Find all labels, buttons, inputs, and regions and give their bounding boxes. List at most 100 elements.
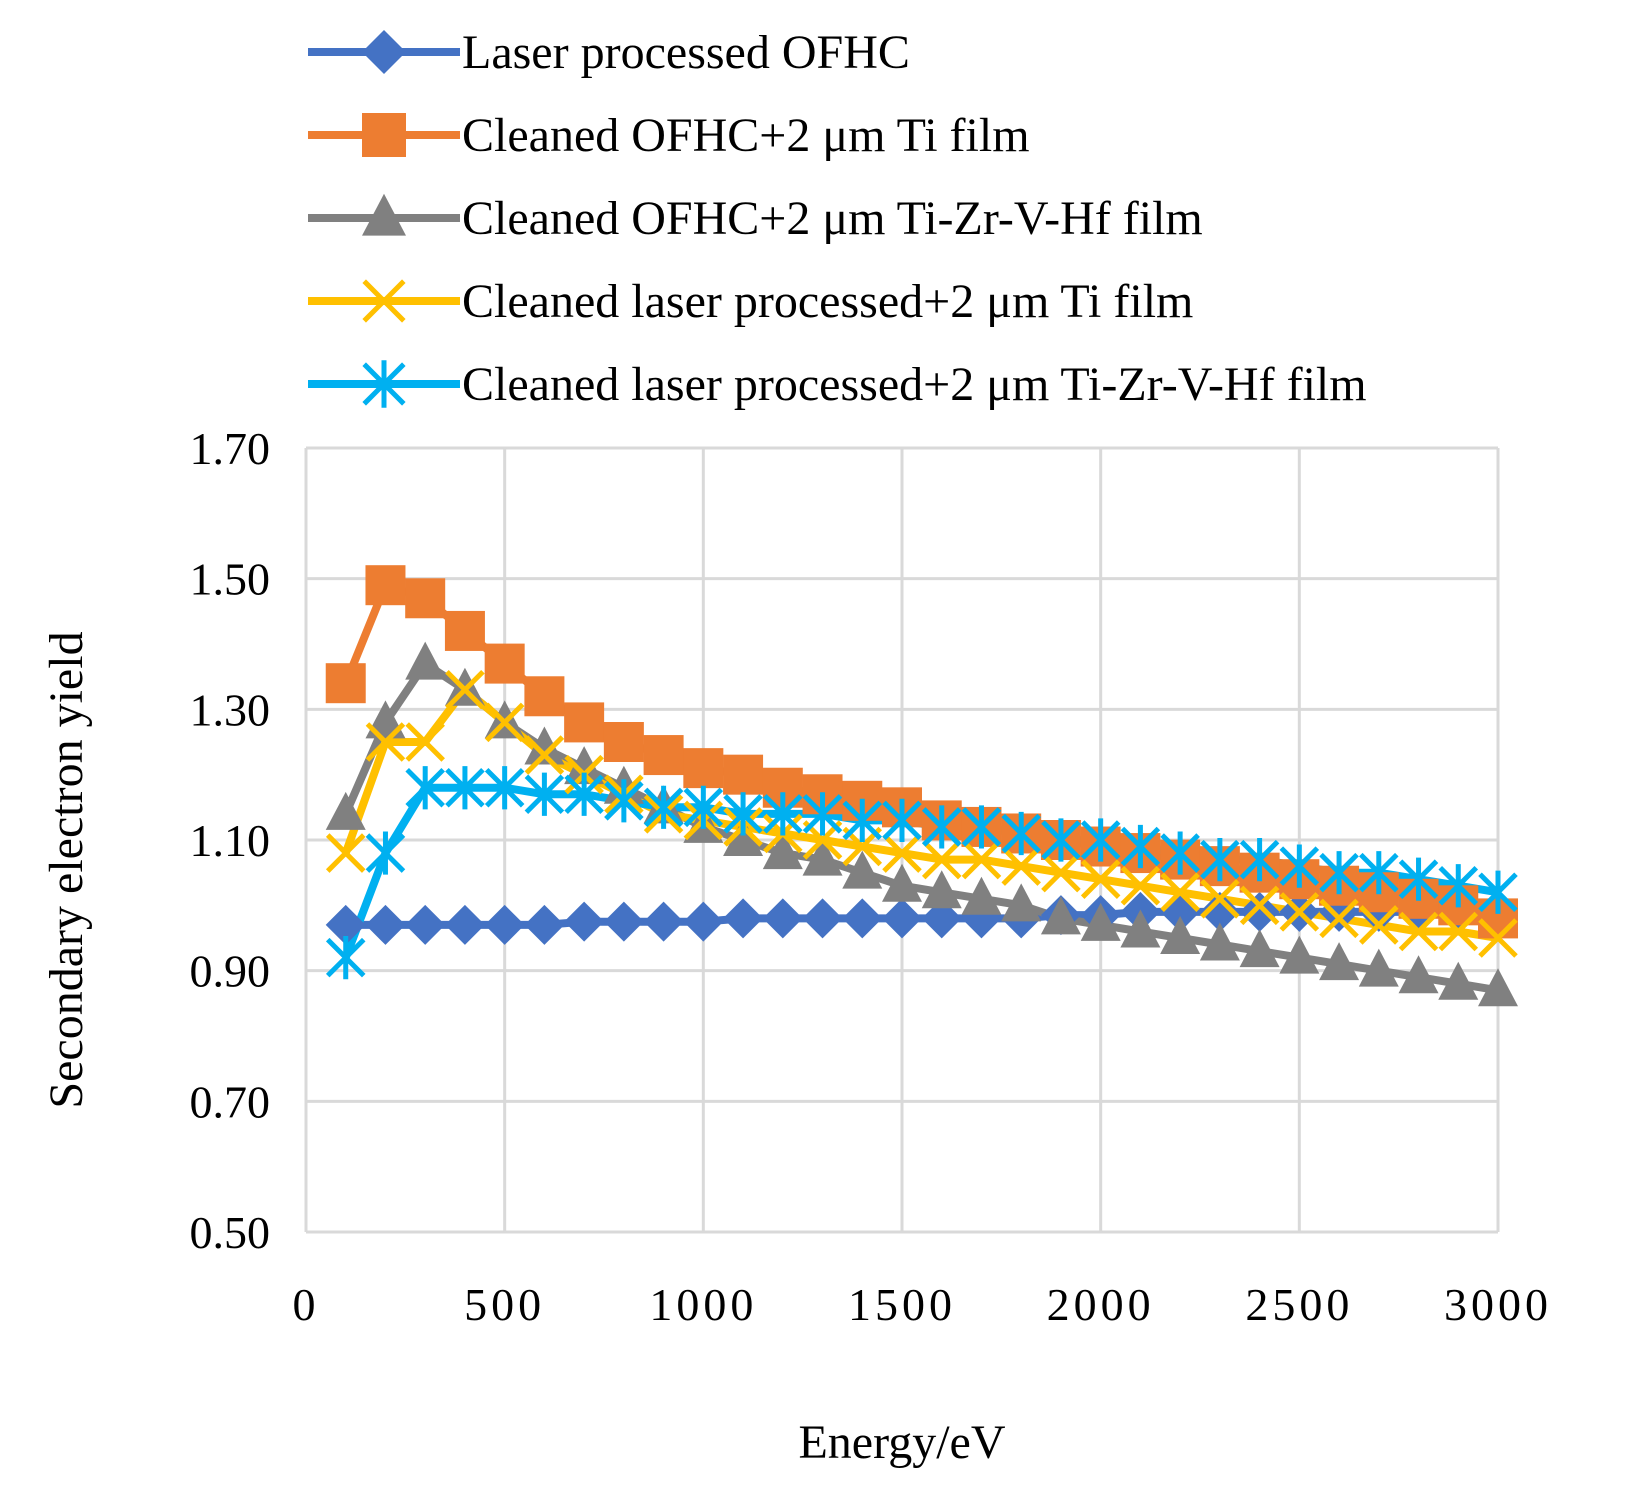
- triangle-marker: [1120, 909, 1161, 948]
- x-marker: [1478, 918, 1518, 958]
- y-tick-label: 1.50: [190, 554, 271, 605]
- star-marker: [723, 792, 763, 836]
- triangle-marker: [1239, 929, 1280, 968]
- diamond-marker: [362, 30, 406, 74]
- x-marker: [1239, 885, 1280, 926]
- star-marker: [1438, 864, 1479, 908]
- star-marker: [445, 766, 485, 810]
- star-marker: [1359, 851, 1399, 895]
- star-marker: [405, 766, 445, 810]
- x-marker: [405, 722, 445, 762]
- x-tick-label: 3000: [1444, 1279, 1552, 1330]
- star-marker: [1398, 857, 1439, 901]
- diamond-marker: [1239, 891, 1280, 932]
- legend-label: Cleaned laser processed+2 μm Ti-Zr-V-Hf …: [462, 358, 1367, 411]
- star-marker: [1160, 831, 1200, 875]
- square-marker: [365, 565, 406, 606]
- x-marker: [445, 669, 485, 710]
- y-axis-tick-labels: 0.50 0.70 0.90 1.10 1.30 1.50 1.70: [190, 423, 271, 1258]
- star-marker: [484, 766, 525, 810]
- y-tick-label: 0.50: [190, 1207, 271, 1258]
- legend-item: Laser processed OFHC: [308, 26, 910, 79]
- square-marker: [405, 578, 446, 619]
- star-marker: [882, 798, 922, 842]
- legend-label: Laser processed OFHC: [462, 26, 910, 79]
- x-marker: [524, 735, 565, 775]
- legend-item: Cleaned laser processed+2 μm Ti-Zr-V-Hf …: [308, 358, 1367, 411]
- triangle-marker: [961, 876, 1002, 915]
- star-marker: [1041, 818, 1081, 862]
- diamond-marker: [524, 904, 565, 945]
- grid: [304, 446, 1500, 1234]
- diamond-marker: [603, 901, 644, 942]
- x-marker: [1041, 852, 1081, 893]
- x-tick-label: 2500: [1245, 1279, 1353, 1330]
- star-marker: [842, 798, 883, 842]
- x-marker: [1080, 859, 1121, 899]
- x-tick-label: 2000: [1047, 1279, 1155, 1330]
- star-marker: [1319, 851, 1359, 895]
- x-axis-title: Energy/eV: [798, 1416, 1005, 1469]
- x-marker: [1200, 879, 1240, 919]
- star-marker: [1200, 838, 1240, 882]
- square-marker: [643, 735, 684, 776]
- diamond-marker: [325, 904, 366, 945]
- x-marker: [484, 702, 525, 743]
- star-marker: [643, 785, 684, 829]
- square-marker: [362, 113, 406, 157]
- triangle-marker: [1478, 968, 1518, 1007]
- diamond-marker: [882, 898, 922, 939]
- x-marker: [1001, 846, 1041, 886]
- star-marker: [604, 779, 644, 823]
- square-marker: [564, 702, 605, 743]
- star-marker: [1239, 838, 1280, 882]
- legend-label: Cleaned laser processed+2 μm Ti film: [462, 275, 1193, 328]
- triangle-marker: [1160, 916, 1201, 954]
- diamond-marker: [723, 898, 764, 939]
- star-marker: [1120, 824, 1161, 869]
- legend: Laser processed OFHC Cleaned OFHC+2 μm Ti…: [308, 26, 1367, 411]
- star-marker: [683, 785, 724, 829]
- diamond-marker: [564, 901, 605, 942]
- square-marker: [444, 610, 485, 651]
- y-tick-label: 0.90: [190, 946, 271, 997]
- triangle-marker: [325, 791, 366, 830]
- diamond-marker: [484, 904, 525, 945]
- star-marker: [564, 772, 604, 816]
- diamond-marker: [405, 904, 446, 945]
- x-marker: [1359, 905, 1399, 945]
- diamond-marker: [1199, 891, 1240, 932]
- triangle-marker: [524, 726, 565, 765]
- triangle-marker: [1358, 948, 1399, 987]
- square-marker: [524, 676, 565, 717]
- triangle-marker: [1080, 902, 1121, 941]
- star-marker: [802, 792, 843, 836]
- x-marker: [921, 839, 962, 880]
- triangle-marker: [1398, 955, 1439, 994]
- y-tick-label: 1.70: [190, 423, 271, 474]
- square-marker: [683, 748, 724, 789]
- triangle-marker: [405, 641, 446, 680]
- diamond-marker: [921, 898, 962, 939]
- star-marker: [921, 805, 962, 849]
- x-marker: [362, 279, 406, 323]
- star-marker: [325, 936, 366, 980]
- y-axis-title: Secondary electron yield: [40, 631, 93, 1108]
- square-marker: [723, 754, 764, 795]
- x-marker: [961, 839, 1002, 880]
- star-marker: [1279, 844, 1320, 888]
- legend-item: Cleaned OFHC+2 μm Ti-Zr-V-Hf film: [308, 192, 1203, 245]
- triangle-marker: [1438, 961, 1479, 1000]
- triangle-marker: [1199, 922, 1240, 961]
- x-marker: [1279, 892, 1320, 932]
- series-4-points: [325, 766, 1518, 980]
- star-marker: [362, 360, 406, 408]
- triangle-marker: [762, 831, 803, 870]
- x-marker: [365, 722, 406, 762]
- legend-label: Cleaned OFHC+2 μm Ti film: [462, 109, 1030, 162]
- star-marker: [524, 772, 565, 816]
- triangle-marker: [564, 746, 605, 785]
- star-marker: [1080, 818, 1121, 862]
- diamond-marker: [802, 898, 843, 939]
